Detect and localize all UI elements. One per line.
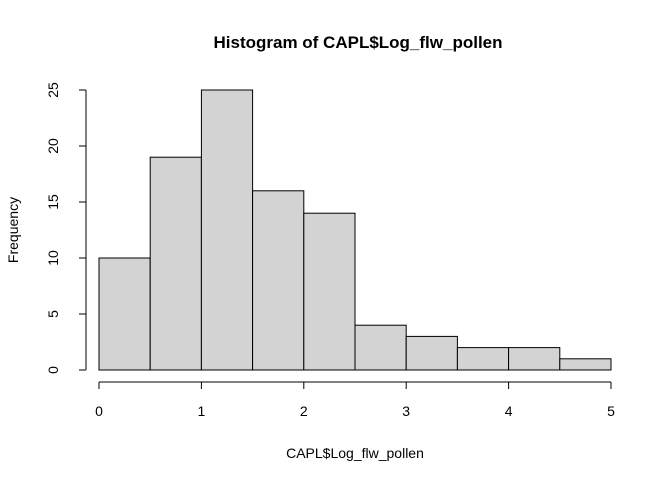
y-tick-label: 5 — [45, 310, 61, 318]
histogram-bar-0 — [98, 257, 151, 371]
histogram-bar-1 — [149, 156, 202, 371]
x-axis-label: CAPL$Log_flw_pollen — [286, 445, 424, 461]
x-axis: 0 1 2 3 4 5 — [95, 381, 615, 419]
y-axis: 0 5 10 15 20 25 — [45, 82, 87, 374]
histogram-bar-4 — [303, 212, 356, 371]
histogram-bar-6 — [405, 335, 458, 371]
histogram-bar-9 — [559, 358, 612, 371]
y-tick-label: 20 — [45, 138, 61, 154]
x-tick-label: 1 — [198, 403, 206, 419]
x-tick-label: 5 — [607, 403, 615, 419]
y-tick-label: 15 — [45, 194, 61, 210]
y-tick-label: 10 — [45, 250, 61, 266]
x-tick-label: 4 — [505, 403, 513, 419]
histogram-bar-5 — [354, 324, 407, 371]
x-tick-label: 0 — [95, 403, 103, 419]
histogram-bar-8 — [508, 347, 561, 371]
x-tick-label: 3 — [402, 403, 410, 419]
y-axis-label: Frequency — [5, 197, 21, 263]
y-tick-label: 0 — [45, 366, 61, 374]
histogram-bar-3 — [252, 190, 305, 371]
histogram-bar-2 — [200, 89, 254, 371]
bars-group — [98, 89, 612, 371]
histogram-bar-7 — [456, 347, 510, 371]
x-tick-label: 2 — [300, 403, 308, 419]
y-tick-label: 25 — [45, 82, 61, 98]
chart-title: Histogram of CAPL$Log_flw_pollen — [213, 33, 502, 52]
